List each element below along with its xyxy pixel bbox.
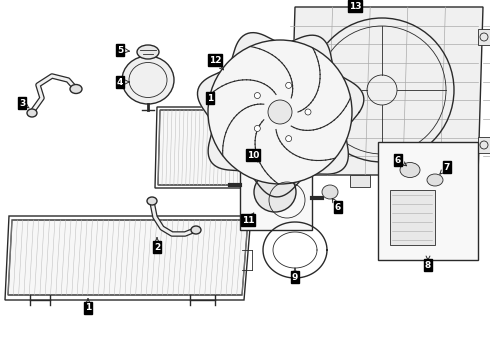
Text: 1: 1 <box>85 303 91 312</box>
Bar <box>378 142 478 260</box>
Text: 1: 1 <box>207 94 213 103</box>
Bar <box>350 175 370 187</box>
Text: 3: 3 <box>19 99 25 108</box>
Text: 4: 4 <box>117 77 123 86</box>
Text: 11: 11 <box>242 216 254 225</box>
Ellipse shape <box>254 172 296 212</box>
Circle shape <box>305 109 311 115</box>
Ellipse shape <box>70 85 82 94</box>
Polygon shape <box>8 220 248 295</box>
Ellipse shape <box>147 197 157 205</box>
Bar <box>390 190 435 245</box>
Circle shape <box>268 100 292 124</box>
Circle shape <box>254 93 260 99</box>
Circle shape <box>286 82 292 88</box>
Ellipse shape <box>427 174 443 186</box>
Text: 7: 7 <box>444 162 450 171</box>
Text: 2: 2 <box>154 243 160 252</box>
Text: 12: 12 <box>209 55 221 64</box>
Text: 5: 5 <box>117 45 123 54</box>
Text: 6: 6 <box>335 202 341 212</box>
Ellipse shape <box>27 109 37 117</box>
Ellipse shape <box>322 185 338 199</box>
Bar <box>410 175 430 187</box>
Bar <box>478 137 490 153</box>
Text: 13: 13 <box>349 1 361 10</box>
Polygon shape <box>290 7 483 175</box>
Text: 8: 8 <box>425 261 431 270</box>
Ellipse shape <box>400 162 420 177</box>
Bar <box>478 29 490 45</box>
Polygon shape <box>158 110 268 185</box>
Circle shape <box>254 125 260 131</box>
Ellipse shape <box>191 226 201 234</box>
Text: 10: 10 <box>247 150 259 159</box>
Text: 6: 6 <box>395 156 401 165</box>
Bar <box>240 162 312 230</box>
Ellipse shape <box>137 45 159 59</box>
Ellipse shape <box>122 56 174 104</box>
Circle shape <box>286 136 292 141</box>
Circle shape <box>208 40 352 184</box>
Polygon shape <box>197 33 364 197</box>
Text: 9: 9 <box>292 273 298 282</box>
